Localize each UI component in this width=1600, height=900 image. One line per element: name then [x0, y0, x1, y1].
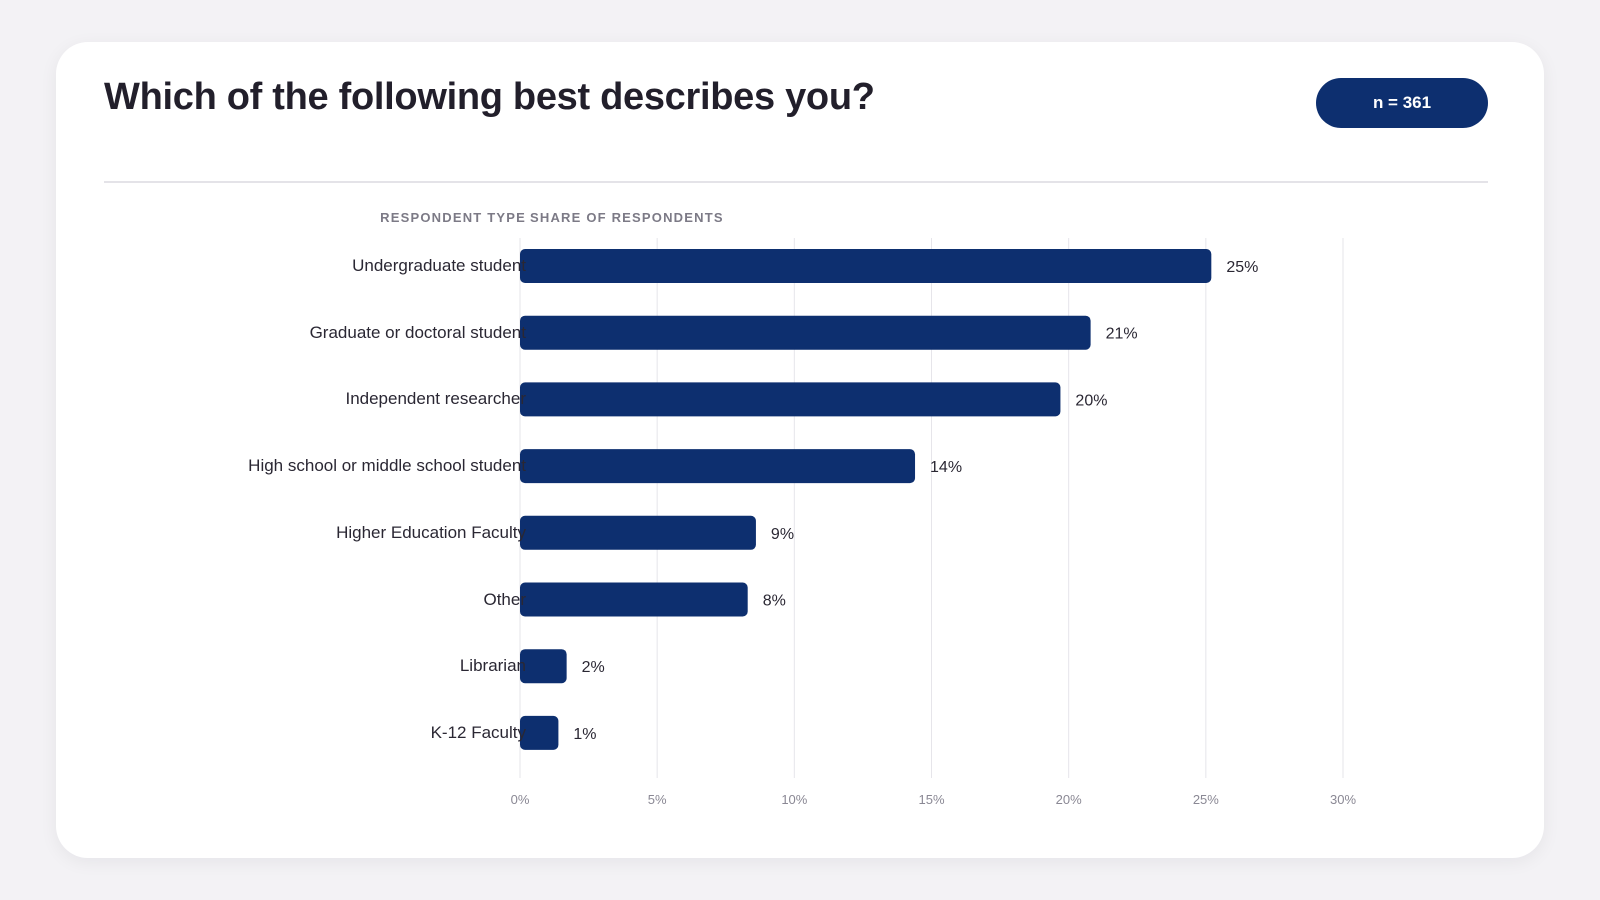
sample-size-badge: n = 361 [1316, 78, 1488, 128]
x-tick-label: 10% [781, 792, 807, 807]
category-column-header: RESPONDENT TYPE [380, 210, 526, 225]
x-tick-label: 15% [918, 792, 944, 807]
bar [520, 515, 756, 550]
value-column-header: SHARE OF RESPONDENTS [530, 210, 724, 225]
x-tick-label: 20% [1056, 792, 1082, 807]
bar [520, 582, 748, 617]
chart-title: Which of the following best describes yo… [104, 76, 875, 118]
x-tick-label: 30% [1330, 792, 1356, 807]
bar-value-label: 21% [1106, 326, 1138, 343]
category-label: Independent researcher [345, 389, 526, 409]
x-tick-label: 0% [511, 792, 530, 807]
bar [520, 249, 1212, 283]
category-label: Librarian [459, 656, 526, 676]
category-label: Undergraduate student [352, 256, 526, 275]
category-label: K-12 Faculty [430, 722, 526, 742]
bar [520, 449, 916, 484]
bar-value-label: 1% [573, 726, 596, 743]
header-divider [104, 181, 1488, 183]
bar-chart: 25% 21% 20% 14% 9% 8% 2% 1% 0% 5% 10% 15% 20% 25% 30% [511, 238, 1357, 807]
bar-value-label: 8% [763, 593, 786, 610]
x-tick-label: 5% [648, 792, 667, 807]
value-labels: 25% 21% 20% 14% 9% 8% 2% 1% [573, 259, 1258, 743]
category-label: Other [483, 589, 526, 609]
category-label: High school or middle school student [248, 456, 526, 476]
category-label: Graduate or doctoral student [309, 322, 526, 342]
chart-card: Which of the following best describes yo… [56, 42, 1544, 858]
bar-value-label: 25% [1226, 259, 1258, 276]
bar-value-label: 20% [1075, 392, 1107, 409]
bar [520, 382, 1061, 417]
bars [520, 249, 1212, 750]
bar-value-label: 14% [930, 459, 962, 476]
bar [520, 715, 559, 750]
bar-value-label: 9% [771, 526, 794, 543]
x-tick-label: 25% [1193, 792, 1219, 807]
category-label: Higher Education Faculty [336, 522, 526, 542]
bar [520, 315, 1091, 350]
bar [520, 649, 567, 684]
bar-value-label: 2% [582, 659, 605, 676]
x-axis-ticks: 0% 5% 10% 15% 20% 25% 30% [511, 792, 1357, 807]
